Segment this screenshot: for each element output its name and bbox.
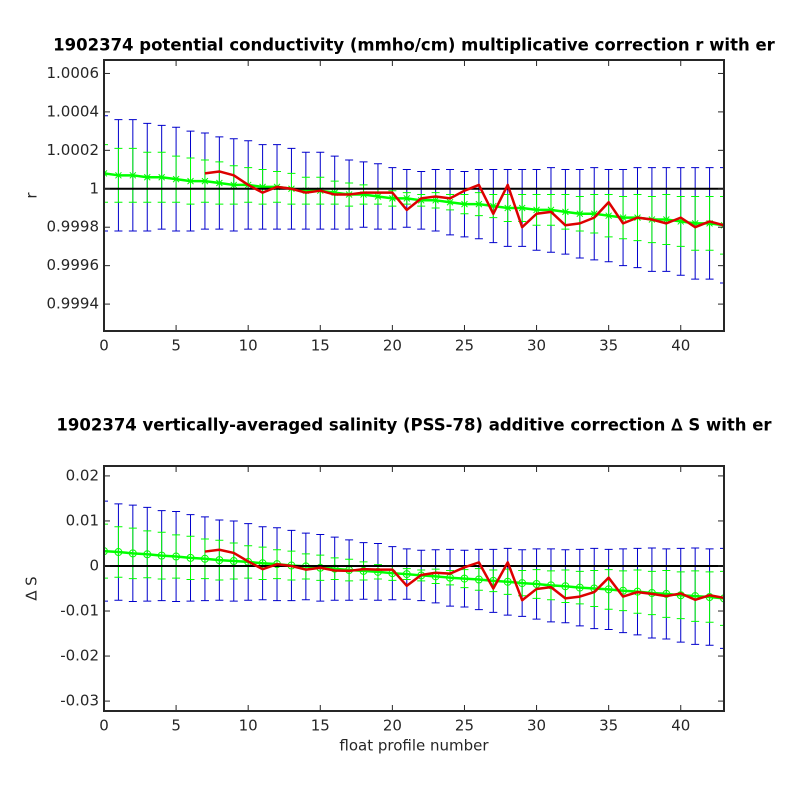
marker [402, 570, 411, 579]
y-tick-label: 1.0004 [47, 102, 100, 120]
axes-box [103, 465, 725, 712]
marker [402, 195, 411, 202]
x-tick-label: 25 [455, 337, 474, 355]
x-tick-label: 15 [311, 337, 330, 355]
x-tick-label: 5 [171, 337, 181, 355]
marker [546, 581, 555, 590]
y-tick-label: 0.9994 [47, 295, 100, 313]
y-tick-label: -0.02 [60, 647, 99, 665]
marker [373, 193, 382, 200]
x-axis-label: float profile number [339, 737, 489, 755]
x-tick-label: 10 [239, 717, 258, 735]
marker [172, 175, 181, 183]
outer-error-bar [720, 547, 724, 649]
error-bar [104, 523, 108, 579]
error-bar [720, 570, 724, 626]
error-bar [104, 144, 108, 203]
marker [186, 553, 195, 562]
x-tick-label: 25 [455, 717, 474, 735]
marker [431, 196, 440, 204]
marker [143, 173, 152, 181]
y-axis-label: ∆ S [23, 576, 41, 601]
marker [532, 206, 541, 214]
x-tick-label: 5 [171, 717, 181, 735]
marker [186, 177, 195, 185]
marker [172, 552, 181, 561]
y-tick-label: 1 [89, 179, 99, 197]
marker [229, 557, 238, 566]
series-line [104, 549, 724, 600]
marker [215, 556, 224, 565]
marker [532, 579, 541, 588]
marker [518, 204, 527, 212]
marker [157, 551, 166, 560]
x-tick-label: 20 [383, 717, 402, 735]
marker [104, 170, 108, 177]
y-tick-label: 1.0006 [47, 64, 100, 82]
y-tick-label: 0 [89, 556, 99, 574]
chart-title: 1902374 vertically-averaged salinity (PS… [56, 416, 772, 435]
x-tick-label: 40 [671, 717, 690, 735]
plot-area [104, 500, 724, 649]
error-bar [720, 195, 724, 255]
marker [460, 574, 469, 583]
outer-error-bar [104, 500, 108, 602]
x-tick-label: 0 [99, 717, 109, 735]
marker [114, 548, 123, 557]
marker [446, 198, 455, 206]
marker [604, 212, 613, 220]
x-tick-label: 20 [383, 337, 402, 355]
y-tick-label: -0.01 [60, 602, 99, 620]
marker [604, 585, 613, 594]
axes-box [103, 59, 725, 332]
y-tick-label: 0.9998 [47, 218, 100, 236]
marker [143, 550, 152, 559]
marker [474, 575, 483, 584]
x-tick-label: 35 [599, 717, 618, 735]
marker [229, 181, 238, 189]
marker [503, 577, 512, 586]
y-tick-label: 0.9996 [47, 256, 100, 274]
marker [575, 583, 584, 592]
marker [359, 566, 368, 575]
y-tick-label: 1.0002 [47, 141, 100, 159]
marker [114, 171, 123, 179]
plot-area [104, 115, 724, 284]
marker [503, 204, 512, 212]
marker [157, 173, 166, 181]
x-tick-label: 40 [671, 337, 690, 355]
x-tick-label: 0 [99, 337, 109, 355]
outer-error-bar [104, 115, 108, 232]
marker [575, 210, 584, 218]
x-tick-label: 15 [311, 717, 330, 735]
x-tick-label: 35 [599, 337, 618, 355]
marker [128, 549, 137, 558]
marker [561, 582, 570, 591]
outer-error-bar [720, 167, 724, 284]
x-tick-label: 30 [527, 717, 546, 735]
marker [460, 200, 469, 208]
y-tick-label: 0.02 [66, 466, 99, 484]
marker [104, 547, 108, 556]
marker [518, 579, 527, 588]
marker [128, 171, 137, 179]
chart-title: 1902374 potential conductivity (mmho/cm)… [53, 36, 775, 55]
series-line [204, 548, 724, 602]
x-tick-label: 30 [527, 337, 546, 355]
marker [215, 179, 224, 187]
marker [561, 208, 570, 216]
marker [474, 200, 483, 208]
y-tick-label: 0.01 [66, 511, 99, 529]
series-line [204, 170, 724, 229]
marker [200, 177, 209, 185]
y-tick-label: -0.03 [60, 692, 99, 710]
y-axis-label: r [23, 192, 41, 199]
marker [200, 554, 209, 563]
x-tick-label: 10 [239, 337, 258, 355]
